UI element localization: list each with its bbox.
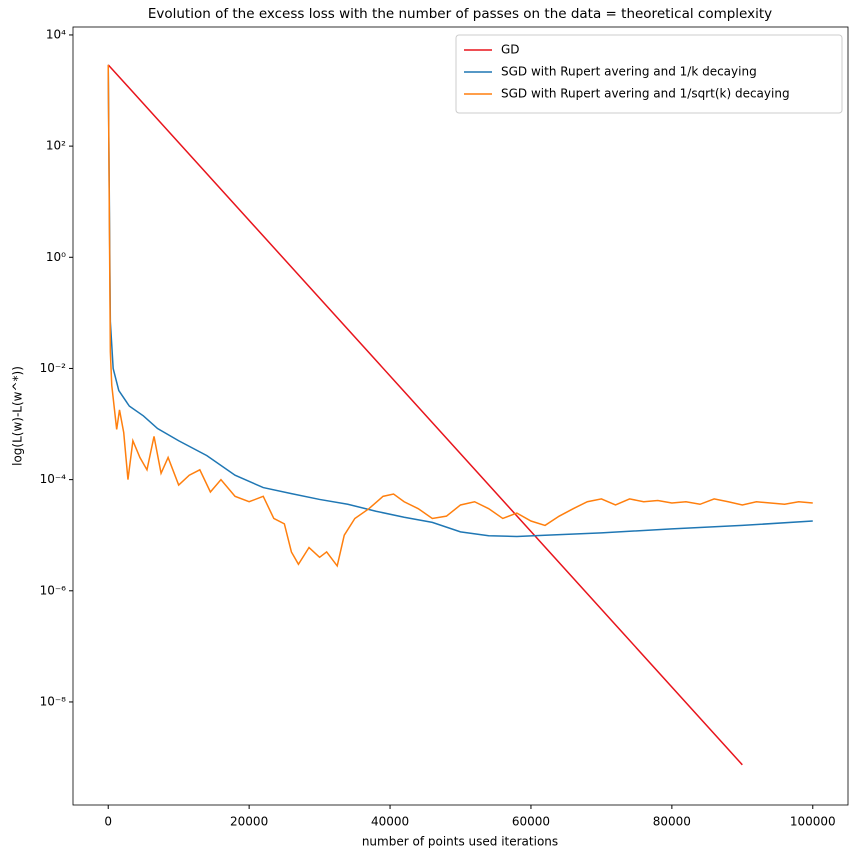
legend-label: SGD with Rupert avering and 1/sqrt(k) de… (501, 87, 790, 101)
legend-label: GD (501, 43, 520, 57)
legend-label: SGD with Rupert avering and 1/k decaying (501, 65, 757, 79)
x-axis-label: number of points used iterations (362, 835, 558, 849)
y-tick-label: 10⁻⁶ (40, 583, 67, 597)
chart-title: Evolution of the excess loss with the nu… (148, 6, 772, 22)
y-tick-label: 10⁴ (46, 27, 66, 41)
y-tick-label: 10² (46, 139, 66, 153)
y-tick-label: 10⁻² (40, 361, 67, 375)
x-tick-label: 100000 (790, 815, 836, 829)
y-axis-label: log(L(w)-L(w^*)) (11, 366, 25, 466)
x-tick-label: 60000 (512, 815, 550, 829)
legend-box (455, 34, 843, 114)
series-line (107, 64, 813, 538)
series-line (107, 64, 813, 568)
x-tick-label: 40000 (371, 815, 409, 829)
x-tick-label: 0 (104, 815, 112, 829)
x-tick-label: 80000 (653, 815, 691, 829)
y-tick-label: 10⁻⁸ (40, 694, 67, 708)
series-line (107, 64, 743, 766)
x-tick-label: 20000 (230, 815, 268, 829)
plot-frame (72, 26, 849, 806)
y-tick-label: 10⁰ (46, 250, 66, 264)
y-tick-label: 10⁻⁴ (40, 472, 67, 486)
